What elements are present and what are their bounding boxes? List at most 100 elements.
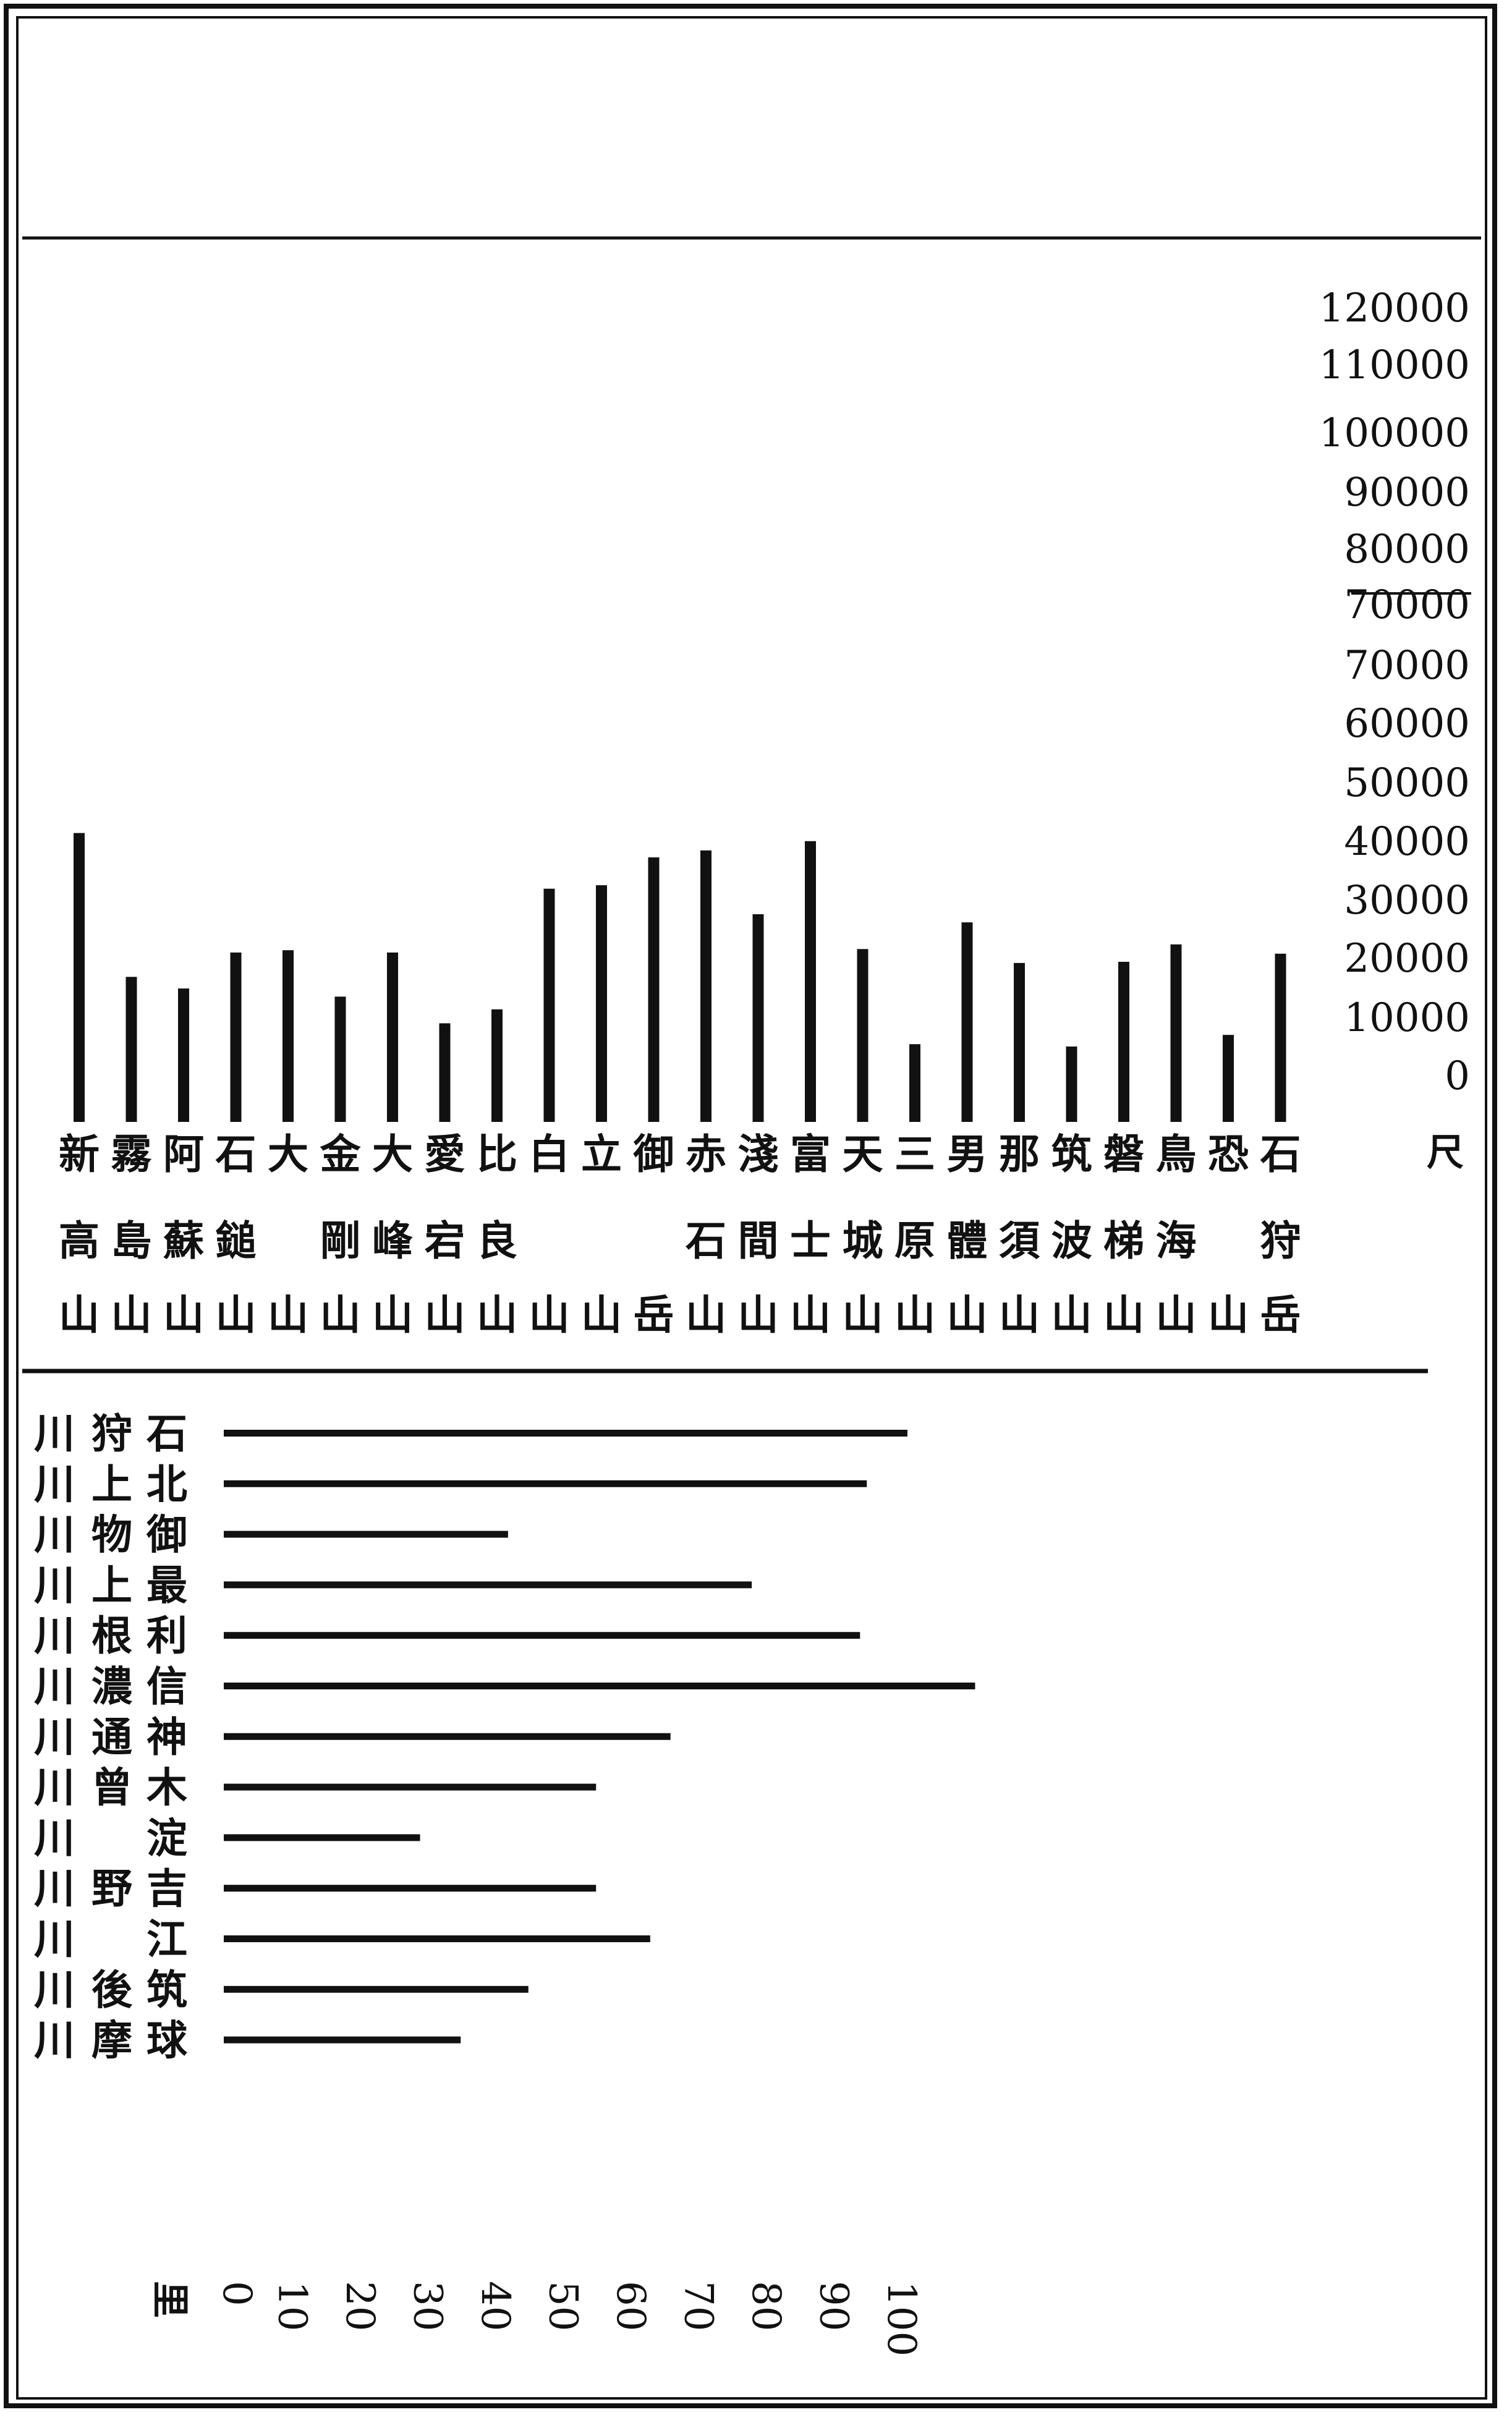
x-category-char: 石 xyxy=(686,1216,726,1265)
vbar-3 xyxy=(230,952,242,1122)
x-category-char: 宕 xyxy=(425,1216,465,1265)
vbar-12 xyxy=(700,850,711,1122)
y-category-char: 筑 xyxy=(147,1966,187,2014)
x-category-char: 山 xyxy=(111,1291,152,1339)
y-category-char: 川 xyxy=(34,1915,75,1963)
y-category-char: 川 xyxy=(34,1611,75,1660)
y-tick-label: 70000 xyxy=(1344,643,1470,689)
y-category-char: 野 xyxy=(91,1864,132,1913)
y-category-char: 信 xyxy=(147,1662,187,1710)
x-category-char: 磐 xyxy=(1103,1130,1144,1178)
x-tick-label: 60 xyxy=(608,2281,653,2331)
x-tick-label: 0 xyxy=(214,2281,260,2306)
x-category-char: 岳 xyxy=(634,1291,674,1339)
x-category-char: 山 xyxy=(1051,1291,1092,1339)
inner-border xyxy=(16,16,1487,2400)
vbar-9 xyxy=(543,888,555,1122)
hbar-3 xyxy=(224,1581,752,1589)
y-category-char: 球 xyxy=(147,2016,188,2065)
vbar-4 xyxy=(282,950,294,1122)
y-category-char: 川 xyxy=(34,1713,75,1761)
vbar-6 xyxy=(387,952,398,1122)
y-tick-label: 60000 xyxy=(1344,701,1470,747)
vbar-5 xyxy=(334,996,346,1122)
x-category-char: 山 xyxy=(216,1291,257,1339)
vbar-13 xyxy=(752,914,764,1122)
x-category-char: 山 xyxy=(477,1291,517,1339)
y-category-char: 吉 xyxy=(147,1864,187,1913)
x-category-char: 岳 xyxy=(1260,1291,1301,1339)
x-category-char: 新 xyxy=(59,1130,100,1178)
vbar-21 xyxy=(1170,944,1182,1122)
vbar-23 xyxy=(1275,953,1286,1122)
x-category-char: 石 xyxy=(216,1130,257,1178)
hbar-8 xyxy=(224,1834,420,1841)
vbar-17 xyxy=(961,922,973,1122)
y-tick-label: 10000 xyxy=(1344,995,1470,1041)
x-category-char: 波 xyxy=(1051,1216,1092,1265)
y-category-char: 川 xyxy=(34,1864,75,1913)
y-category-char: 物 xyxy=(91,1511,132,1559)
y-category-char: 利 xyxy=(147,1611,187,1660)
y-category-char: 淀 xyxy=(147,1814,187,1862)
vbar-19 xyxy=(1066,1046,1077,1122)
hbar-10 xyxy=(224,1935,650,1942)
y-category-char: 上 xyxy=(91,1460,132,1508)
hbar-2 xyxy=(224,1531,508,1538)
x-category-char: 筑 xyxy=(1051,1130,1092,1178)
y-category-char: 最 xyxy=(147,1561,187,1609)
vbar-18 xyxy=(1014,962,1025,1122)
hbar-5 xyxy=(224,1683,975,1689)
y-tick-label: 30000 xyxy=(1344,878,1470,923)
x-category-char: 梯 xyxy=(1103,1216,1144,1265)
x-category-char: 山 xyxy=(947,1291,988,1339)
y-category-char: 江 xyxy=(147,1915,187,1963)
hbar-6 xyxy=(224,1733,671,1740)
x-tick-label: 70 xyxy=(676,2281,721,2331)
x-category-char: 須 xyxy=(999,1216,1040,1265)
vbar-20 xyxy=(1118,961,1129,1122)
y-tick-label: 40000 xyxy=(1344,819,1470,865)
y-category-char: 濃 xyxy=(91,1662,133,1710)
y-category-char: 御 xyxy=(146,1511,187,1559)
x-category-char: 那 xyxy=(999,1130,1040,1178)
x-category-char: 霧 xyxy=(111,1130,152,1178)
hbar-9 xyxy=(224,1885,597,1892)
x-tick-label: 30 xyxy=(405,2281,451,2331)
hbar-0 xyxy=(224,1430,907,1437)
x-category-char: 金 xyxy=(320,1130,362,1178)
y-tick-label: 110000 xyxy=(1319,342,1470,388)
y-unit-label: 尺 xyxy=(1427,1131,1464,1174)
y-tick-label: 100000 xyxy=(1319,410,1470,456)
x-category-char: 白 xyxy=(529,1130,570,1178)
x-tick-label: 40 xyxy=(472,2281,518,2331)
outer-border xyxy=(4,4,1497,2408)
x-category-char: 阿 xyxy=(163,1130,204,1178)
y-category-char: 上 xyxy=(91,1561,132,1609)
y-tick-label: 80000 xyxy=(1344,527,1470,572)
x-category-char: 立 xyxy=(581,1130,622,1178)
x-category-char: 山 xyxy=(738,1291,779,1339)
vbar-0 xyxy=(74,833,85,1122)
x-category-char: 山 xyxy=(425,1291,465,1339)
x-category-char: 山 xyxy=(686,1291,726,1339)
x-category-char: 男 xyxy=(947,1130,988,1178)
x-tick-label: 50 xyxy=(540,2281,586,2331)
x-category-char: 恐 xyxy=(1208,1130,1249,1178)
y-category-char: 川 xyxy=(34,1814,75,1862)
y-category-char: 川 xyxy=(34,2016,75,2065)
x-category-char: 愛 xyxy=(425,1130,465,1178)
x-category-char: 山 xyxy=(894,1291,935,1339)
vbar-11 xyxy=(648,857,660,1122)
x-tick-label: 100 xyxy=(878,2281,924,2356)
vbar-1 xyxy=(125,977,137,1122)
x-tick-label: 80 xyxy=(743,2281,789,2331)
x-category-char: 間 xyxy=(738,1216,779,1265)
vbar-7 xyxy=(439,1023,451,1122)
x-category-char: 蘇 xyxy=(163,1216,204,1265)
x-category-char: 島 xyxy=(111,1216,152,1265)
x-category-char: 山 xyxy=(1156,1291,1197,1339)
x-category-char: 士 xyxy=(790,1216,831,1265)
hbar-7 xyxy=(224,1783,597,1791)
x-category-char: 山 xyxy=(320,1291,361,1339)
